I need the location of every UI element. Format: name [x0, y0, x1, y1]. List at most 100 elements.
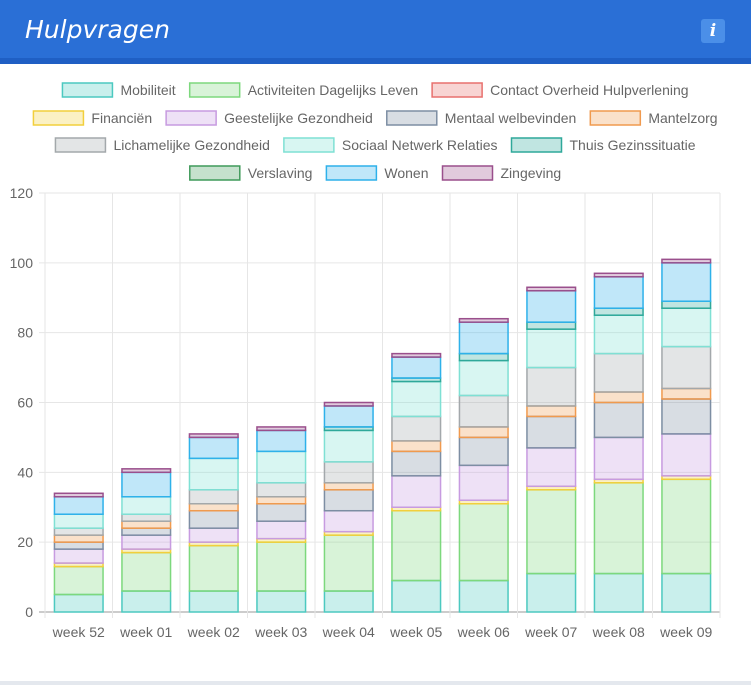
legend-label[interactable]: Mentaal welbevinden — [445, 110, 577, 126]
bar-segment[interactable] — [323, 405, 374, 428]
bar-segment[interactable] — [526, 415, 577, 449]
bar-segment[interactable] — [188, 544, 239, 592]
bar-segment[interactable] — [323, 489, 374, 512]
bar-segment[interactable] — [458, 579, 509, 613]
bar-segment[interactable] — [391, 475, 442, 509]
bar-segment[interactable] — [458, 426, 509, 439]
bar-segment[interactable] — [323, 590, 374, 613]
bar-segment[interactable] — [53, 492, 104, 498]
bar-segment[interactable] — [53, 541, 104, 550]
bar-segment[interactable] — [121, 590, 172, 613]
bar-segment[interactable] — [121, 551, 172, 592]
bar-segment[interactable] — [661, 307, 712, 348]
bar-segment[interactable] — [188, 509, 239, 529]
bar-segment[interactable] — [458, 321, 509, 355]
bar-segment[interactable] — [458, 436, 509, 467]
bar-segment[interactable] — [188, 436, 239, 460]
legend-swatch[interactable] — [54, 137, 107, 153]
bar-segment[interactable] — [593, 391, 644, 404]
legend-label[interactable]: Activiteiten Dagelijks Leven — [248, 82, 418, 98]
legend-swatch[interactable] — [32, 110, 85, 126]
bar-segment[interactable] — [661, 478, 712, 575]
bar-segment[interactable] — [593, 307, 644, 316]
legend-label[interactable]: Mobiliteit — [120, 82, 175, 98]
bar-segment[interactable] — [526, 290, 577, 323]
bar-segment[interactable] — [121, 496, 172, 515]
legend-swatch[interactable] — [283, 137, 335, 153]
bar-segment[interactable] — [661, 258, 712, 264]
bar-segment[interactable] — [188, 457, 239, 491]
bar-segment[interactable] — [458, 317, 509, 323]
bar-segment[interactable] — [256, 503, 307, 522]
legend-label[interactable]: Wonen — [384, 165, 428, 181]
legend-swatch[interactable] — [189, 165, 241, 181]
bar-segment[interactable] — [323, 461, 374, 484]
bar-segment[interactable] — [593, 401, 644, 439]
bar-segment[interactable] — [121, 527, 172, 536]
bar-segment[interactable] — [526, 405, 577, 418]
bar-segment[interactable] — [188, 503, 239, 512]
bar-segment[interactable] — [121, 520, 172, 529]
bar-segment[interactable] — [391, 450, 442, 477]
bar-segment[interactable] — [256, 541, 307, 592]
bar-segment[interactable] — [53, 548, 104, 564]
bar-segment[interactable] — [256, 429, 307, 453]
bar-segment[interactable] — [53, 513, 104, 529]
legend-swatch[interactable] — [188, 82, 241, 98]
bar-segment[interactable] — [256, 482, 307, 498]
bar-segment[interactable] — [188, 590, 239, 613]
bar-segment[interactable] — [661, 300, 712, 309]
bar-segment[interactable] — [458, 352, 509, 362]
bar-segment[interactable] — [458, 464, 509, 502]
bar-segment[interactable] — [391, 579, 442, 613]
bar-segment[interactable] — [593, 276, 644, 309]
bar-segment[interactable] — [121, 468, 172, 474]
bar-segment[interactable] — [121, 534, 172, 550]
legend-swatch[interactable] — [61, 82, 114, 98]
legend-label[interactable]: Financiën — [91, 110, 152, 126]
bar-segment[interactable] — [526, 572, 577, 613]
bar-segment[interactable] — [53, 534, 104, 543]
bar-segment[interactable] — [323, 509, 374, 533]
legend-swatch[interactable] — [431, 82, 483, 98]
bar-segment[interactable] — [391, 356, 442, 379]
bar-segment[interactable] — [53, 593, 104, 613]
legend-label[interactable]: Thuis Gezinssituatie — [570, 137, 696, 153]
bar-segment[interactable] — [391, 509, 442, 582]
bar-segment[interactable] — [391, 380, 442, 418]
bar-segment[interactable] — [661, 398, 712, 435]
bar-segment[interactable] — [188, 489, 239, 505]
legend-label[interactable]: Zingeving — [501, 165, 562, 181]
bar-segment[interactable] — [121, 471, 172, 498]
legend-swatch[interactable] — [165, 110, 217, 126]
bar-segment[interactable] — [391, 415, 442, 442]
bar-segment[interactable] — [323, 401, 374, 407]
legend-label[interactable]: Lichamelijke Gezondheid — [113, 137, 269, 153]
bar-segment[interactable] — [593, 272, 644, 278]
bar-segment[interactable] — [526, 447, 577, 488]
bar-segment[interactable] — [593, 352, 644, 393]
bar-segment[interactable] — [323, 534, 374, 592]
legend-swatch[interactable] — [510, 137, 563, 153]
bar-segment[interactable] — [53, 496, 104, 515]
bar-segment[interactable] — [526, 286, 577, 292]
bar-segment[interactable] — [526, 366, 577, 407]
bar-segment[interactable] — [458, 394, 509, 428]
bar-segment[interactable] — [526, 489, 577, 575]
bar-segment[interactable] — [661, 387, 712, 400]
bar-segment[interactable] — [188, 433, 239, 439]
legend-swatch[interactable] — [325, 165, 378, 181]
bar-segment[interactable] — [323, 482, 374, 491]
legend-label[interactable]: Mantelzorg — [648, 110, 717, 126]
bar-segment[interactable] — [53, 527, 104, 536]
bar-segment[interactable] — [256, 426, 307, 432]
legend-swatch[interactable] — [589, 110, 642, 126]
bar-segment[interactable] — [458, 503, 509, 582]
legend-label[interactable]: Verslaving — [248, 165, 313, 181]
legend-label[interactable]: Geestelijke Gezondheid — [224, 110, 373, 126]
bar-segment[interactable] — [593, 436, 644, 481]
bar-segment[interactable] — [661, 345, 712, 390]
bar-segment[interactable] — [256, 520, 307, 540]
bar-segment[interactable] — [458, 359, 509, 397]
bar-segment[interactable] — [391, 352, 442, 358]
